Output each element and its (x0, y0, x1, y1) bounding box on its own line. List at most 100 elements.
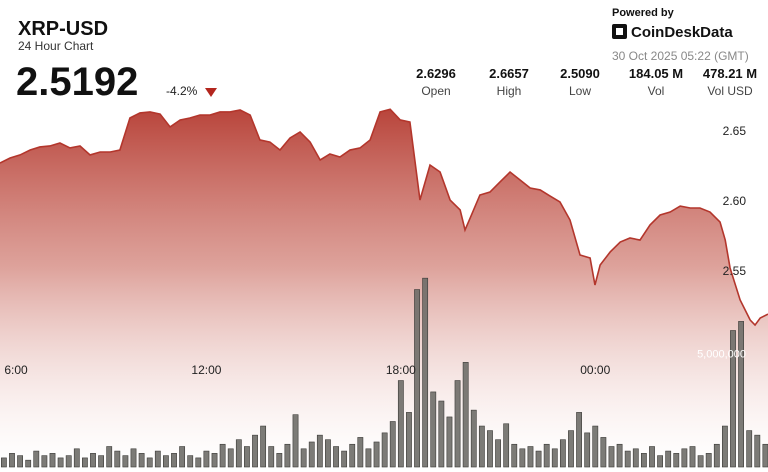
volume-bar (187, 455, 194, 468)
volume-bar (365, 448, 372, 468)
x-tick-label: 00:00 (580, 363, 610, 377)
volume-bar (17, 455, 23, 468)
volume-bar (114, 450, 121, 468)
brand: CoinDeskData (631, 24, 733, 41)
volume-bar (292, 414, 299, 468)
volume-bar (122, 455, 129, 468)
volume-bar (146, 457, 153, 468)
volume-bar (746, 430, 753, 468)
subtitle: 24 Hour Chart (18, 39, 94, 53)
volume-bar (154, 450, 161, 468)
volume-bar (673, 453, 680, 468)
volume-bar (244, 446, 250, 468)
stats: 2.6296 Open 2.6657 High 2.5090 Low 184.05 M Vol… (416, 66, 757, 98)
volume-bar (130, 448, 137, 468)
volume-bar (357, 437, 364, 468)
volume-bar (49, 453, 56, 468)
volume-bar (649, 446, 655, 468)
volume-bar (41, 455, 48, 468)
labels: 2.55 2.60 2.65 5,000,000 6:00 12:00 18:00 00:00 (4, 124, 746, 377)
volume-bar (9, 453, 15, 468)
volume-bar (98, 455, 104, 468)
volume-bar (576, 412, 582, 468)
y2-tick-label: 5,000,000 (697, 348, 746, 360)
volume-bar (681, 448, 688, 468)
stat-label: Open (421, 84, 450, 98)
volume-bar (90, 453, 96, 468)
volume-bar (738, 321, 744, 468)
volume-bar (284, 443, 291, 468)
volume-bar (446, 416, 453, 468)
x-tick-label: 18:00 (386, 363, 416, 377)
volume-bar (195, 457, 202, 468)
volume-bar (316, 434, 323, 468)
volume-bar (163, 455, 169, 468)
volume-bar (705, 453, 712, 468)
volume-bar (543, 443, 550, 468)
volume-bar (697, 455, 704, 468)
volume-bar (640, 453, 647, 468)
volume-bar (381, 432, 388, 468)
stat-value: 2.6657 (489, 66, 529, 81)
volume-bar (406, 412, 412, 468)
volume-bar (462, 362, 469, 468)
volume-bar (730, 330, 736, 468)
volume-bar (495, 439, 501, 468)
volume-bar (179, 446, 186, 468)
stat-value: 2.6296 (416, 66, 456, 81)
volume-bar (300, 448, 307, 468)
plot (0, 108, 768, 468)
volume-bar (519, 448, 526, 468)
volume-bar (308, 441, 315, 468)
volume-bar (616, 443, 623, 468)
volume-bar (430, 391, 437, 468)
volume-bar (57, 457, 64, 468)
volume-bar (527, 446, 534, 468)
volume-bar (568, 430, 574, 468)
stat-label: Vol (648, 84, 665, 98)
volume-bar (235, 439, 242, 468)
volume-bar (559, 439, 566, 468)
volume-bar (754, 434, 761, 468)
title: XRP-USD (18, 18, 108, 40)
volume-bar (608, 446, 615, 468)
volume-bar (721, 425, 728, 468)
last-price: 2.5192 (16, 60, 138, 104)
volume-bar (82, 457, 88, 468)
volume-bar (219, 443, 226, 468)
volume-bar (397, 380, 404, 468)
volume-bar (325, 439, 331, 468)
volume-bar (422, 277, 429, 468)
volume-bar (414, 289, 420, 468)
volume-bar (600, 437, 607, 468)
volume-bar (73, 448, 80, 468)
powered-by: Powered by (612, 7, 675, 19)
volume-bar (478, 425, 485, 468)
volume-bar (211, 453, 218, 468)
volume-bar (0, 457, 7, 468)
volume-bar (584, 432, 591, 468)
volume-bar (511, 443, 518, 468)
volume-bar (25, 459, 32, 468)
volume-bar (276, 453, 283, 468)
volume-bar (203, 450, 210, 468)
brand-logo-inner (616, 28, 623, 35)
change: -4.2% (166, 84, 198, 98)
x-tick-label: 6:00 (4, 363, 28, 377)
header-background (0, 0, 768, 100)
stat-label: Vol USD (707, 84, 753, 98)
volume-bar (624, 450, 631, 468)
volume-bar (227, 448, 234, 468)
volume-bar (171, 453, 177, 468)
volume-bar (657, 455, 663, 468)
volume-bar (713, 443, 720, 468)
volume-bar (341, 450, 348, 468)
volume-bar (389, 421, 396, 468)
volume-bar (268, 446, 275, 468)
volume-bar (260, 425, 267, 468)
volume-bar (106, 446, 113, 468)
stat-value: 478.21 M (703, 66, 757, 81)
volume-bar (373, 441, 380, 468)
volume-bar (138, 453, 145, 468)
stat-value: 184.05 M (629, 66, 683, 81)
